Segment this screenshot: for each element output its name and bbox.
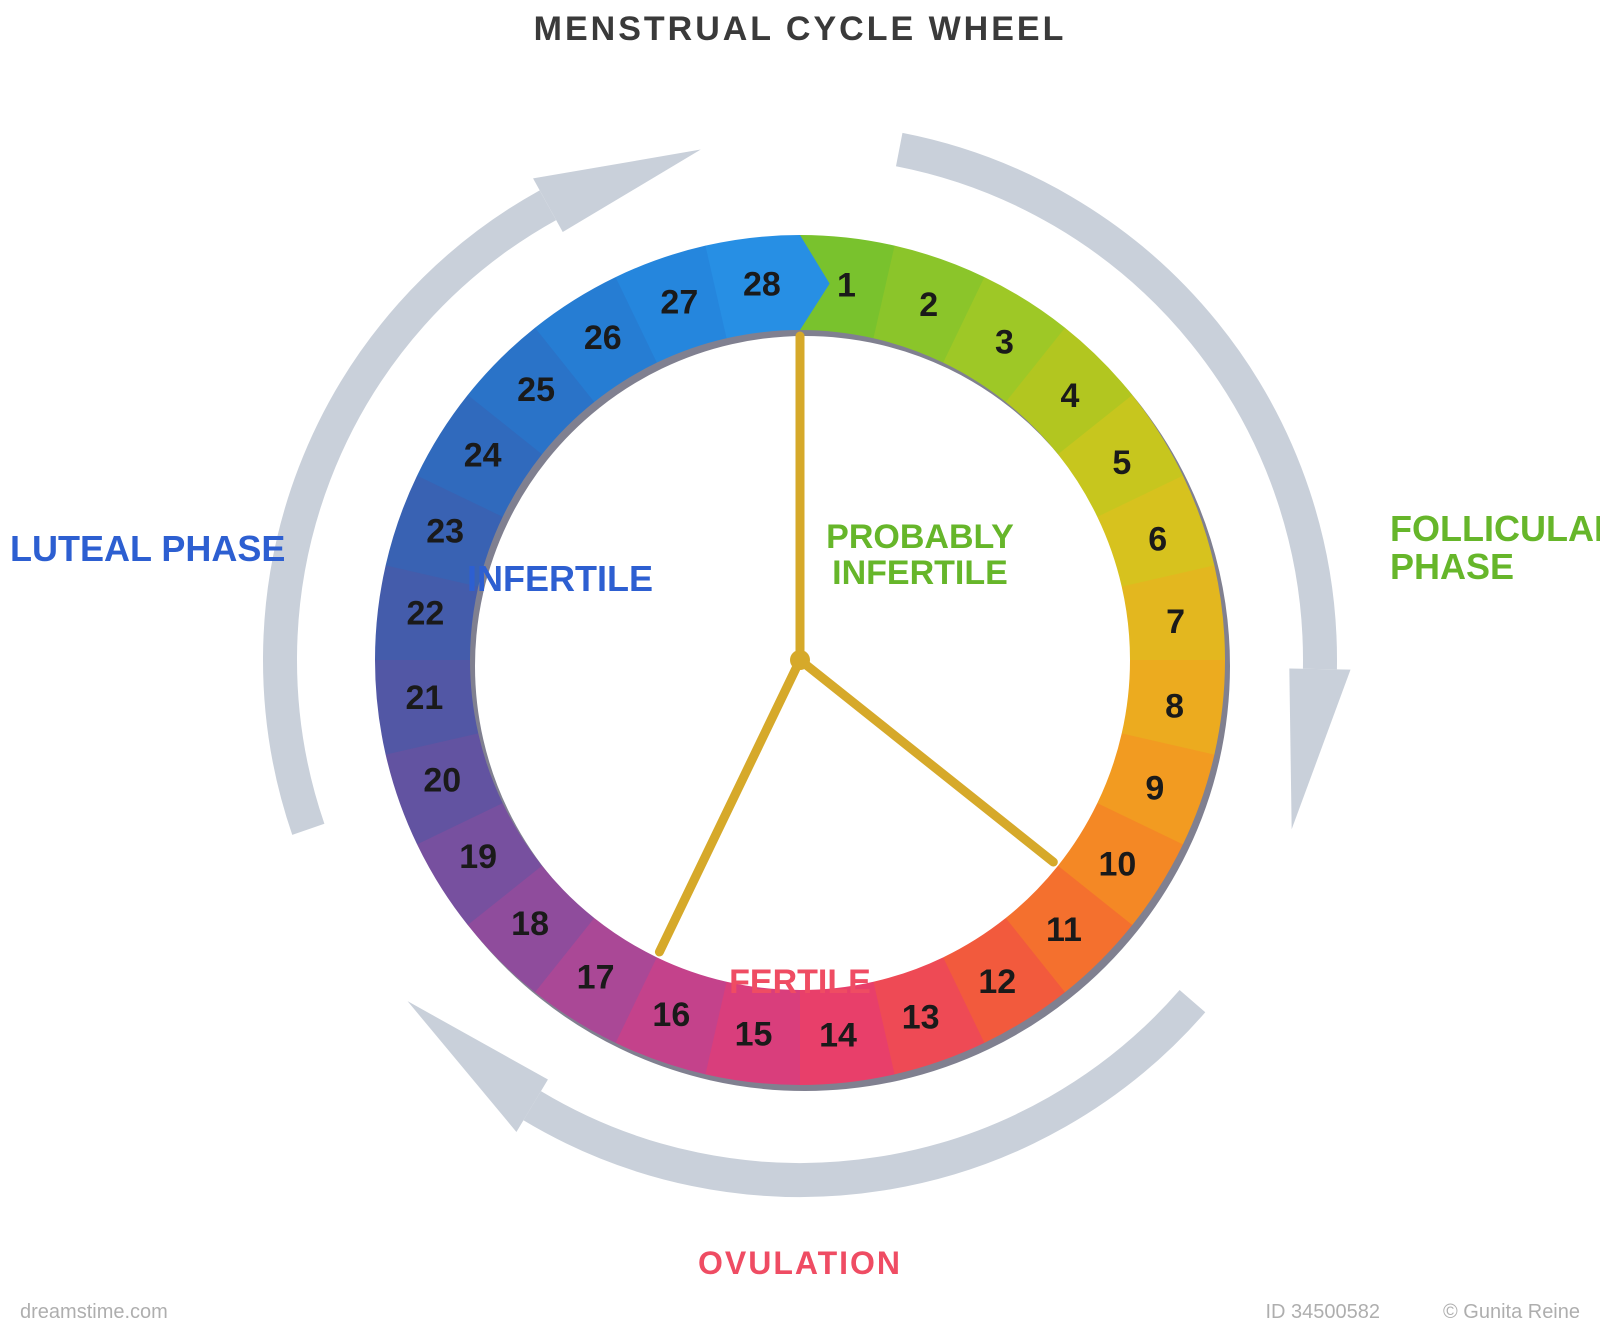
day-number-7: 7 [1166, 603, 1185, 641]
day-number-14: 14 [819, 1017, 857, 1055]
cycle-wheel-svg: 1234567891011121314151617181920212223242… [0, 0, 1600, 1331]
day-number-28: 28 [743, 265, 781, 303]
day-number-21: 21 [406, 679, 444, 717]
day-number-16: 16 [652, 996, 690, 1034]
watermark-site: dreamstime.com [20, 1301, 168, 1324]
day-number-26: 26 [584, 319, 622, 357]
day-number-2: 2 [919, 286, 938, 324]
inner-label-infertile: INFERTILE [360, 560, 760, 598]
day-number-25: 25 [517, 371, 555, 409]
watermark-id: ID 34500582 [1265, 1301, 1380, 1324]
day-number-24: 24 [464, 437, 502, 475]
day-number-18: 18 [511, 905, 549, 943]
day-number-1: 1 [837, 266, 856, 304]
day-number-19: 19 [459, 838, 497, 876]
outer-label-follicular: FOLLICULAR PHASE [1390, 510, 1600, 586]
day-number-15: 15 [735, 1016, 773, 1054]
inner-label-fertile: FERTILE [600, 965, 1000, 1001]
day-number-4: 4 [1060, 377, 1079, 415]
outer-label-luteal: LUTEAL PHASE [10, 530, 285, 568]
day-number-5: 5 [1112, 444, 1131, 482]
cycle-wheel-stage: { "canvas":{"w":1600,"h":1331,"bg":"#fff… [0, 0, 1600, 1331]
inner-label-probably-infertile: PROBABLY INFERTILE [720, 520, 1120, 591]
day-number-6: 6 [1148, 520, 1167, 558]
day-number-9: 9 [1145, 770, 1164, 808]
day-number-22: 22 [406, 595, 444, 633]
day-number-8: 8 [1165, 687, 1184, 725]
day-number-11: 11 [1046, 911, 1082, 949]
day-number-3: 3 [995, 324, 1014, 362]
ovulation-label: OVULATION [0, 1245, 1600, 1282]
phase-divider-spokes [659, 336, 1053, 952]
day-number-13: 13 [902, 999, 940, 1037]
watermark-author: © Gunita Reine [1443, 1301, 1580, 1324]
day-number-20: 20 [423, 762, 461, 800]
day-number-27: 27 [660, 283, 698, 321]
day-number-23: 23 [426, 512, 464, 550]
day-number-10: 10 [1098, 845, 1136, 883]
